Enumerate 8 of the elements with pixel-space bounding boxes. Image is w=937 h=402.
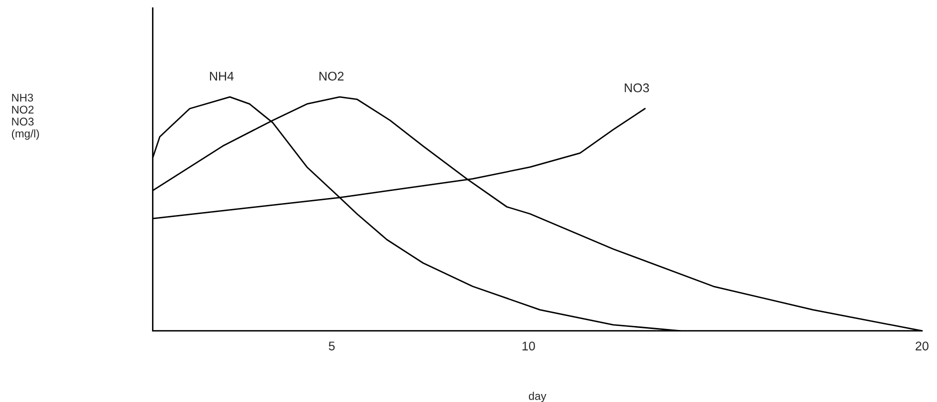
series-label: NH4 [210,72,234,80]
text: NH3 NO2 NO3 (mg/l) [12,94,39,140]
series-label: NO3 [624,83,649,92]
x-tick-label: 5 [328,342,335,350]
x-tick-label: 20 [916,342,928,350]
series-label: NO2 [319,72,344,81]
x-tick-label: 10 [522,342,535,350]
x-axis-title: day [528,392,546,402]
